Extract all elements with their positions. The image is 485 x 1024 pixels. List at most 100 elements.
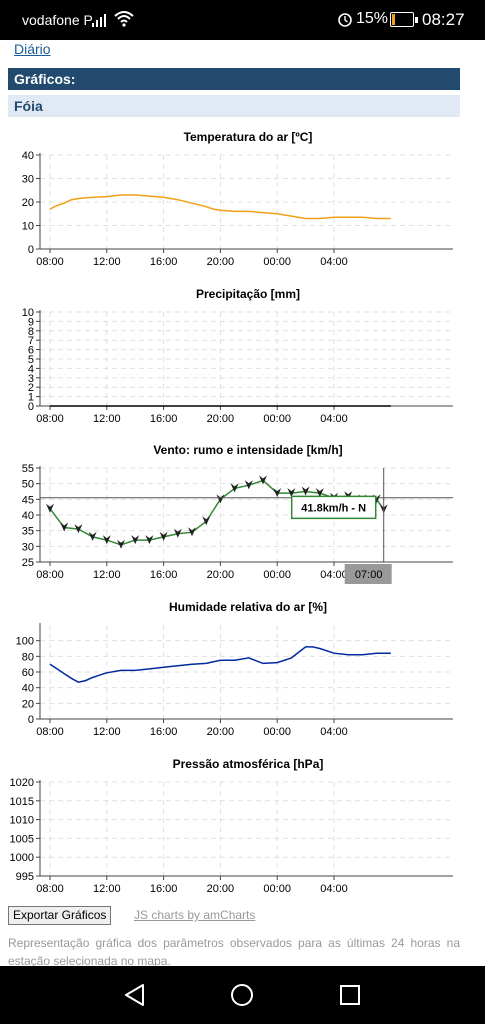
x-tick-label: 16:00 [150, 726, 178, 738]
x-tick-label: 04:00 [320, 726, 348, 738]
x-tick-label: 12:00 [93, 726, 121, 738]
chart-title: Pressão atmosférica [hPa] [173, 757, 324, 771]
x-tick-label: 12:00 [93, 413, 121, 425]
carrier-name: vodafone P [22, 12, 93, 28]
x-tick-label: 00:00 [263, 256, 291, 268]
x-tick-label: 04:00 [320, 569, 348, 581]
x-tick-label: 04:00 [320, 413, 348, 425]
back-icon[interactable] [121, 981, 149, 1009]
plot-area: 0 10 20 30 40 08:00 12:00 16:00 20:00 00:00 04:00 [22, 150, 453, 268]
y-tick-label: 1000 [10, 852, 34, 864]
y-tick-label: 40 [22, 150, 34, 162]
y-tick-label: 20 [22, 698, 34, 710]
alarm-icon [338, 13, 352, 27]
wind-direction-marker [159, 531, 168, 541]
y-tick-label: 40 [22, 510, 34, 522]
x-tick-label: 08:00 [36, 726, 64, 738]
x-tick-label: 08:00 [36, 883, 64, 895]
wind-direction-marker [244, 480, 253, 490]
y-tick-label: 55 [22, 463, 34, 475]
x-tick-label: 00:00 [263, 569, 291, 581]
y-tick-label: 1015 [10, 796, 34, 808]
x-tick-label: 08:00 [36, 569, 64, 581]
y-tick-label: 3 [28, 373, 34, 385]
y-tick-label: 1005 [10, 833, 34, 845]
y-tick-label: 4 [28, 363, 34, 375]
plot-area: 25 30 35 40 45 50 55 08:00 12:00 16:00 20:00 00:00 0… [22, 463, 453, 584]
temperature-chart: Temperatura do ar [ºC] 0 10 20 30 40 08:00 12:… [22, 130, 453, 268]
x-tick-label: 20:00 [207, 569, 235, 581]
android-nav-bar [0, 966, 485, 1024]
wind-direction-marker [188, 527, 196, 537]
recents-icon[interactable] [336, 981, 364, 1009]
export-charts-button[interactable]: Exportar Gráficos [8, 906, 112, 925]
y-tick-label: 60 [22, 667, 34, 679]
x-tick-label: 04:00 [320, 883, 348, 895]
y-tick-label: 100 [16, 636, 34, 648]
y-tick-label: 50 [22, 479, 34, 491]
station-name: Fóia [8, 95, 460, 117]
x-tick-label: 12:00 [93, 883, 121, 895]
clock: 08:27 [422, 10, 465, 29]
y-tick-label: 8 [28, 326, 34, 338]
section-header: Gráficos: [8, 68, 460, 90]
x-tick-label: 00:00 [263, 726, 291, 738]
humidity-chart: Humidade relativa do ar [%] 0 20 40 60 80 100… [16, 600, 453, 738]
battery-icon [390, 12, 418, 27]
wind-direction-marker [315, 488, 324, 498]
status-bar: vodafone P 15% 08:27 [0, 0, 485, 40]
y-tick-label: 40 [22, 683, 34, 695]
wind-direction-marker [131, 535, 140, 545]
y-tick-label: 0 [28, 244, 34, 256]
y-tick-label: 10 [22, 307, 34, 319]
y-tick-label: 9 [28, 316, 34, 328]
x-tick-label: 08:00 [36, 413, 64, 425]
x-tick-label: 16:00 [150, 256, 178, 268]
chart-title: Precipitação [mm] [196, 287, 300, 301]
y-tick-label: 7 [28, 335, 34, 347]
y-tick-label: 1010 [10, 815, 34, 827]
y-tick-label: 0 [28, 401, 34, 413]
wind-direction-marker [88, 531, 97, 541]
x-tick-label: 20:00 [207, 726, 235, 738]
wind-direction-marker [173, 528, 182, 538]
amcharts-credit-link[interactable]: JS charts by amCharts [134, 908, 256, 922]
x-tick-label: 04:00 [320, 256, 348, 268]
y-tick-label: 45 [22, 494, 34, 506]
x-tick-label: 12:00 [93, 569, 121, 581]
wind-direction-marker [60, 522, 69, 532]
y-tick-label: 5 [28, 354, 34, 366]
y-tick-label: 6 [28, 345, 34, 357]
home-icon[interactable] [228, 981, 256, 1009]
series-line [49, 646, 391, 683]
wind-direction-marker [230, 483, 239, 493]
signal-icon [92, 14, 106, 27]
y-tick-label: 1 [28, 392, 34, 404]
x-tick-label: 16:00 [150, 413, 178, 425]
y-tick-label: 20 [22, 197, 34, 209]
y-tick-label: 0 [28, 714, 34, 726]
wind-direction-marker [287, 488, 296, 498]
y-tick-label: 30 [22, 174, 34, 186]
wind-direction-marker [74, 524, 83, 534]
chart-title: Temperatura do ar [ºC] [184, 130, 313, 144]
chart-title: Vento: rumo e intensidade [km/h] [153, 443, 342, 457]
wifi-icon [114, 11, 134, 27]
diario-link[interactable]: Diário [14, 41, 51, 57]
y-tick-label: 995 [16, 871, 34, 883]
x-tick-label: 16:00 [150, 883, 178, 895]
x-tick-label: 08:00 [36, 256, 64, 268]
x-tick-label: 16:00 [150, 569, 178, 581]
plot-area: 0 20 40 60 80 100 08:00 12:00 16:00 20:00 00:00 04:… [16, 623, 453, 738]
chart-title: Humidade relativa do ar [%] [169, 600, 327, 614]
y-tick-label: 10 [22, 221, 34, 233]
x-tick-label: 12:00 [93, 256, 121, 268]
pressure-chart: Pressão atmosférica [hPa] 995 1000 1005 101… [10, 757, 453, 895]
wind-tooltip-text: 41.8km/h - N [301, 502, 366, 514]
wind-direction-marker [273, 488, 282, 498]
cursor-label-text: 07:00 [355, 569, 383, 581]
description-note: Representação gráfica dos parâmetros obs… [8, 936, 460, 968]
x-tick-label: 20:00 [207, 413, 235, 425]
